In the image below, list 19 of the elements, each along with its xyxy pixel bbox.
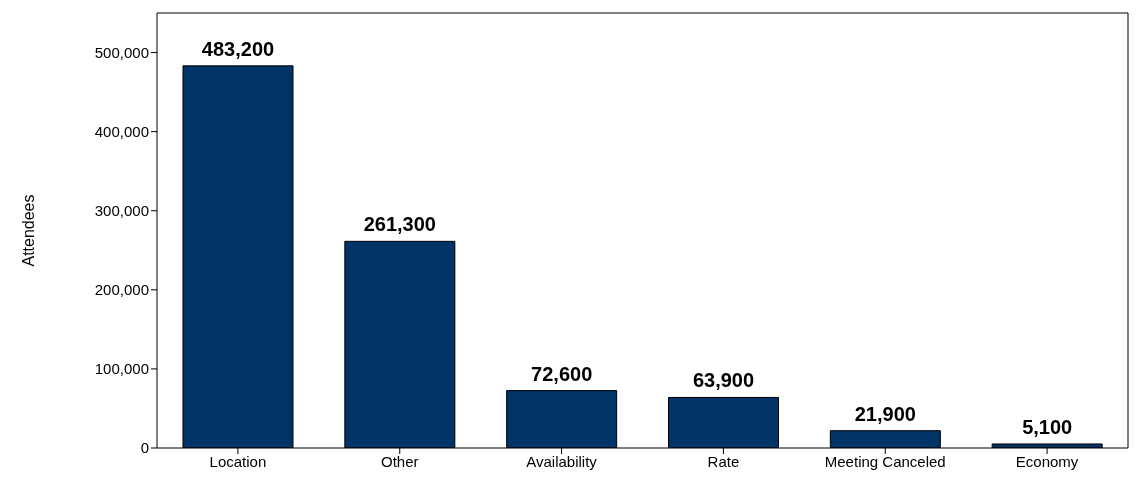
x-tick-label: Economy — [1015, 452, 1079, 470]
data-label: 261,300 — [363, 213, 436, 236]
x-tick-label: Rate — [707, 452, 740, 470]
data-label: 21,900 — [854, 402, 916, 425]
y-tick-label: 500,000 — [94, 43, 149, 61]
x-tick-label: Other — [380, 452, 419, 470]
y-tick-label: 100,000 — [94, 360, 149, 378]
data-label: 63,900 — [692, 369, 755, 392]
x-tick-label: Meeting Canceled — [824, 452, 946, 470]
y-tick-label: 200,000 — [94, 281, 149, 299]
x-tick-label: Availability — [526, 452, 598, 470]
y-tick-label: 400,000 — [94, 122, 149, 140]
data-label: 72,600 — [531, 362, 593, 385]
y-tick-label: 300,000 — [94, 202, 149, 220]
y-tick-label: 0 — [140, 439, 149, 457]
x-tick-label: Location — [209, 452, 267, 470]
data-label: 483,200 — [201, 37, 275, 60]
y-axis-title: Attendees — [19, 194, 37, 267]
data-label: 5,100 — [1022, 415, 1073, 438]
